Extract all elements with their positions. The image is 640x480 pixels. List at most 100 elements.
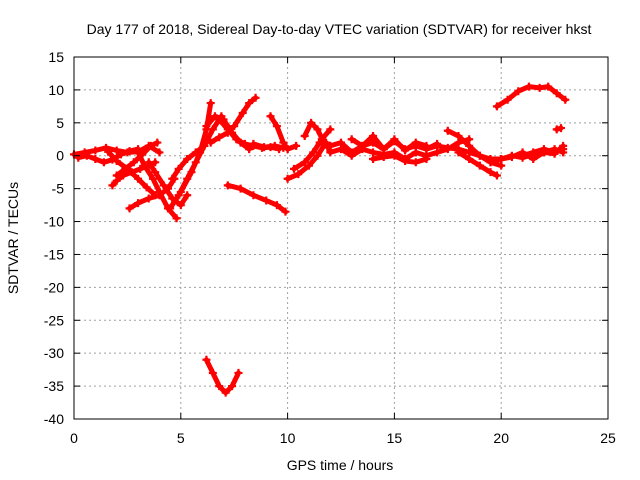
x-tick-label: 0 [70,430,78,446]
data-point [539,145,548,154]
data-point [251,93,260,102]
data-point [183,191,192,200]
data-point [112,156,121,165]
data-point [550,148,559,157]
axis-ticks: 0 5 10 15 20 25 15 10 5 0 -5 -10 -15 -20 -25 -30 -35 -40 [44,49,616,446]
y-tick-label: 10 [48,82,64,98]
data-point [82,151,91,160]
data-point [151,191,160,200]
data-point [140,161,149,170]
series-line [105,149,158,198]
data-point [552,125,561,134]
data-point [215,382,224,391]
data-point [281,207,290,216]
data-point [561,95,570,104]
data-point [475,151,484,160]
data-point [518,151,527,160]
y-tick-label: 15 [48,49,64,65]
data-point [443,126,452,135]
data-point [266,112,275,121]
data-point [309,148,318,157]
data-point [223,125,232,134]
y-tick-label: -40 [44,411,64,427]
data-point [390,137,399,146]
data-point [390,151,399,160]
data-point [174,191,183,200]
data-point [524,82,533,91]
data-point [172,214,181,223]
chart-title: Day 177 of 2018, Sidereal Day-to-day VTE… [87,21,592,37]
series-track-18 [223,181,290,216]
data-point [492,171,501,180]
series-line [176,113,224,198]
data-point [279,138,288,147]
data-point [552,89,561,98]
data-point [369,155,378,164]
data-point [112,171,121,180]
x-tick-label: 20 [493,430,509,446]
data-point [168,174,177,183]
data-point [249,139,258,148]
y-tick-label: -35 [44,378,64,394]
data-point [232,135,241,144]
x-tick-label: 10 [280,430,296,446]
data-point [210,112,219,121]
data-point [176,201,185,210]
data-point [272,201,281,210]
data-point [304,161,313,170]
data-point [326,125,335,134]
data-point [202,355,211,364]
data-point [183,174,192,183]
plot-frame [73,56,609,420]
y-tick-label: 5 [56,115,64,131]
data-point [238,108,247,117]
data-point [74,153,83,162]
data-point [270,141,279,150]
data-point [159,181,168,190]
data-point [240,139,249,148]
data-point [249,191,258,200]
data-point [411,158,420,167]
series-track-26 [369,151,431,167]
data-point [292,141,301,150]
data-point [497,155,506,164]
series-track-17 [283,141,301,154]
data-point [559,145,568,154]
data-point [206,99,215,108]
data-point [503,95,512,104]
data-point [236,184,245,193]
data-point [465,141,474,150]
data-point [347,135,356,144]
data-point [134,148,143,157]
data-point [146,141,155,150]
data-point [144,194,153,203]
data-point [492,102,501,111]
y-axis-title: SDTVAR / TECUs [5,182,21,294]
data-point [557,124,566,133]
series-line [203,357,241,396]
y-tick-label: -10 [44,214,64,230]
data-point [166,204,175,213]
data-series [70,82,570,397]
data-point [337,145,345,154]
y-tick-label: -20 [44,279,64,295]
data-point [411,148,420,157]
data-point [358,141,367,150]
data-point [401,145,410,154]
data-point [134,199,143,208]
data-point [245,99,254,108]
data-point [91,155,100,164]
data-point [174,164,183,173]
data-point [153,138,162,147]
data-point [433,141,442,150]
data-point [475,161,484,170]
data-point [215,115,224,124]
data-point [155,187,164,196]
data-point [465,155,474,164]
data-point [326,148,335,157]
data-point [294,170,303,179]
x-tick-label: 25 [600,430,616,446]
data-point [228,382,237,391]
